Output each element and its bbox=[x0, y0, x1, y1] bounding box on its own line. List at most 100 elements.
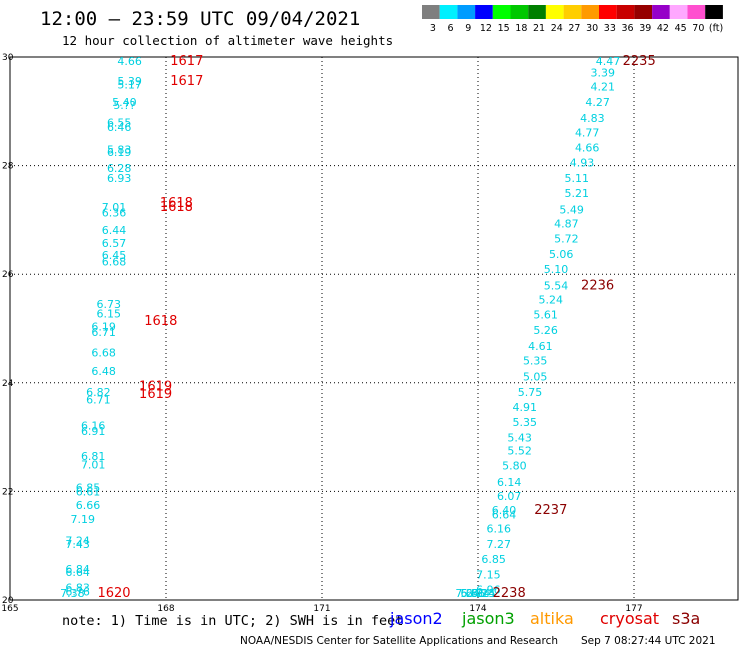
colorbar-swatch bbox=[422, 5, 440, 19]
data-point-label: 6.24 bbox=[466, 587, 491, 600]
data-point-label: 4.91 bbox=[513, 401, 538, 414]
data-point-label: 4.27 bbox=[585, 96, 610, 109]
data-point-label: 7.24 bbox=[65, 535, 90, 548]
data-point-label: 7.15 bbox=[476, 568, 501, 581]
colorbar-label: 18 bbox=[515, 23, 527, 34]
data-point-label: 6.48 bbox=[91, 365, 116, 378]
data-point-label: 3.39 bbox=[591, 67, 616, 80]
data-point-label: 5.05 bbox=[523, 371, 548, 384]
colorbar-label: 42 bbox=[657, 23, 669, 34]
data-point-label: 4.21 bbox=[591, 81, 616, 94]
colorbar-swatch bbox=[634, 5, 653, 19]
data-point-label: 5.39 bbox=[117, 75, 142, 88]
data-point-label: 4.93 bbox=[570, 157, 595, 170]
data-point-label: 6.76 bbox=[65, 586, 90, 599]
x-tick-label: 171 bbox=[313, 604, 330, 614]
data-point-label: 6.16 bbox=[487, 523, 512, 536]
data-point-label: 6.68 bbox=[102, 256, 127, 269]
data-points: 4.665.395.175.405.??6.556.465.836.196.28… bbox=[60, 55, 620, 600]
data-point-label: 6.93 bbox=[107, 172, 132, 185]
colorbar-label: 36 bbox=[622, 23, 634, 34]
data-point-label: 6.81 bbox=[81, 450, 106, 463]
data-point-label: 6.36 bbox=[102, 207, 127, 220]
data-point-label: 7.38 bbox=[60, 587, 85, 600]
data-point-label: 4.66 bbox=[117, 55, 142, 68]
y-tick-label: 26 bbox=[2, 270, 14, 280]
data-point-label: 4.83 bbox=[580, 112, 605, 125]
data-point-label: 6.85 bbox=[481, 553, 506, 566]
data-point-label: 6.96 bbox=[476, 583, 501, 596]
colorbar-label: 45 bbox=[675, 23, 687, 34]
colorbar-swatch bbox=[545, 5, 564, 19]
data-point-label: 7.43 bbox=[65, 538, 90, 551]
data-point-label: 5.21 bbox=[565, 187, 590, 200]
plot-area bbox=[9, 56, 739, 601]
data-point-label: 6.82 bbox=[86, 386, 111, 399]
time-label: 2237 bbox=[534, 503, 567, 518]
data-point-label: 5.56 bbox=[461, 587, 486, 600]
data-point-label: 4.47 bbox=[596, 55, 621, 68]
data-point-label: 6.73 bbox=[97, 298, 122, 311]
data-point-label: 5.40 bbox=[112, 96, 137, 109]
data-point-label: 7.24 bbox=[455, 587, 480, 600]
data-point-label: 6.46 bbox=[107, 121, 132, 134]
data-point-label: 6.85 bbox=[76, 481, 101, 494]
colorbar-label: 6 bbox=[448, 23, 454, 34]
colorbar-label: (ft) bbox=[709, 23, 723, 34]
data-point-label: 5.24 bbox=[539, 294, 564, 307]
data-point-label: 6.19 bbox=[91, 321, 116, 334]
data-point-label: 6.44 bbox=[102, 224, 127, 237]
data-point-label: 6.81 bbox=[461, 587, 486, 600]
data-point-label: 6.91 bbox=[81, 425, 106, 438]
data-point-label: 6.57 bbox=[102, 237, 127, 250]
colorbar-swatch bbox=[439, 5, 458, 19]
data-point-label: 6.61 bbox=[76, 486, 101, 499]
data-point-label: 7.19 bbox=[71, 513, 96, 526]
colorbar-swatch bbox=[475, 5, 493, 19]
time-label: 1617 bbox=[170, 54, 203, 69]
data-point-label: 5.80 bbox=[502, 460, 527, 473]
data-point-label: 5.49 bbox=[559, 203, 584, 216]
data-point-label: 5.?? bbox=[113, 99, 135, 112]
data-point-label: 7.01 bbox=[81, 459, 106, 472]
data-point-label: 4.77 bbox=[575, 126, 600, 139]
y-tick-label: 22 bbox=[2, 487, 13, 497]
data-point-label: 6.40 bbox=[492, 504, 517, 517]
timestamp-text: Sep 7 08:27:44 UTC 2021 bbox=[581, 635, 716, 647]
data-point-label: 6.84 bbox=[65, 563, 90, 576]
data-point-label: 6.66 bbox=[76, 499, 101, 512]
time-label: 1618 bbox=[160, 196, 193, 211]
colorbar-label: 21 bbox=[533, 23, 545, 34]
colorbar-label: 33 bbox=[604, 23, 616, 34]
data-point-label: 7.01 bbox=[102, 201, 127, 214]
time-label: 1618 bbox=[144, 314, 177, 329]
colorbar-label: 3 bbox=[430, 23, 436, 34]
data-point-label: 5.10 bbox=[544, 263, 569, 276]
data-point-label: 6.07 bbox=[497, 490, 522, 503]
colorbar-legend: 3 6 9 12 15 18 21 24 27 30 33 36 39 42 45 70 (ft) bbox=[422, 5, 723, 34]
x-axis-ticks: 165 168 171 174 177 bbox=[1, 604, 642, 614]
colorbar-label: 12 bbox=[480, 23, 492, 34]
time-label: 1617 bbox=[170, 74, 203, 89]
y-axis-ticks: 20 22 24 26 28 30 bbox=[2, 53, 14, 606]
colorbar-swatch bbox=[669, 5, 688, 19]
time-label: 1618 bbox=[160, 200, 193, 215]
satellite-legend-altika: altika bbox=[530, 609, 574, 628]
colorbar-swatch bbox=[705, 5, 723, 19]
data-point-label: 5.72 bbox=[554, 233, 579, 246]
data-point-label: 6.55 bbox=[107, 117, 132, 130]
colorbar-label: 70 bbox=[692, 23, 704, 34]
data-point-label: 4.61 bbox=[528, 340, 553, 353]
x-tick-label: 165 bbox=[1, 604, 18, 614]
x-tick-label: 174 bbox=[469, 604, 486, 614]
data-point-label: 4.87 bbox=[554, 218, 579, 231]
data-point-label: 5.52 bbox=[507, 444, 532, 457]
colorbar-swatch bbox=[652, 5, 670, 19]
plot-border bbox=[9, 56, 739, 601]
x-tick-label: 177 bbox=[625, 604, 642, 614]
satellite-legend-cryosat: cryosat bbox=[600, 609, 659, 628]
data-point-label: 6.16 bbox=[81, 419, 106, 432]
colorbar-swatch bbox=[457, 5, 476, 19]
credit-text: NOAA/NESDIS Center for Satellite Applica… bbox=[240, 635, 558, 647]
